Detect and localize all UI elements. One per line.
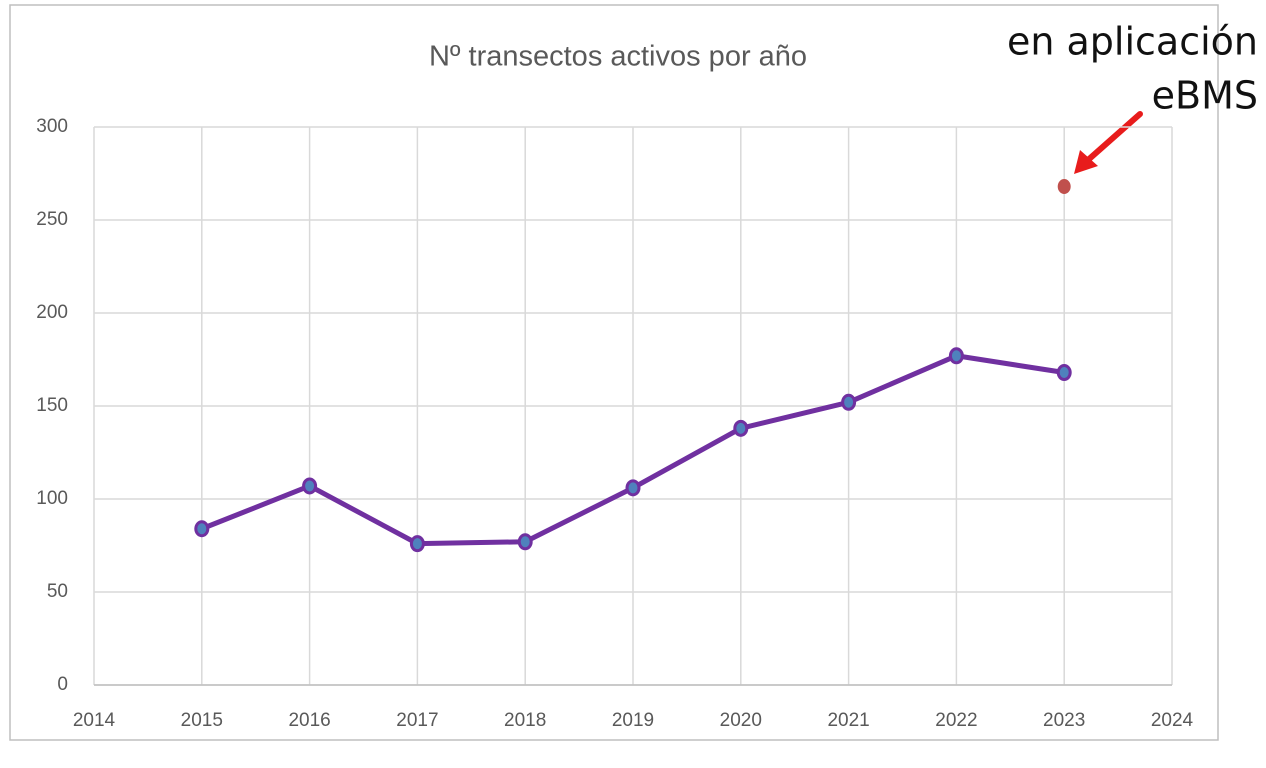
annotation: eBMS — [1152, 74, 1258, 118]
x-tick-label: 2019 — [612, 710, 654, 731]
marker — [841, 393, 857, 411]
marker — [1056, 364, 1072, 382]
marker — [409, 535, 425, 553]
x-tick-label: 2024 — [1151, 710, 1194, 731]
x-tick-label: 2017 — [396, 710, 438, 731]
chart-border — [9, 4, 1219, 741]
chart-title: Nº transectos activos por año — [429, 41, 807, 73]
marker — [625, 479, 641, 497]
x-tick-label: 2022 — [935, 710, 977, 731]
y-tick-label: 300 — [36, 116, 68, 137]
marker — [194, 520, 210, 538]
marker — [517, 533, 533, 551]
y-tick-label: 200 — [36, 302, 68, 323]
y-tick-label: 250 — [36, 209, 68, 230]
marker — [1057, 179, 1071, 195]
x-tick-label: 2023 — [1043, 710, 1085, 731]
x-tick-label: 2014 — [73, 710, 116, 731]
y-tick-label: 100 — [36, 488, 68, 509]
y-tick-label: 50 — [47, 581, 68, 602]
x-tick-label: 2018 — [504, 710, 546, 731]
x-tick-label: 2021 — [827, 710, 869, 731]
marker — [733, 419, 749, 437]
annotation: en aplicación — [1007, 20, 1258, 64]
x-tick-label: 2015 — [181, 710, 223, 731]
marker — [948, 347, 964, 365]
x-tick-label: 2020 — [720, 710, 762, 731]
marker — [302, 477, 318, 495]
x-tick-label: 2016 — [288, 710, 330, 731]
y-tick-label: 0 — [57, 674, 68, 695]
arrow — [1074, 111, 1143, 174]
y-tick-label: 150 — [36, 395, 68, 416]
